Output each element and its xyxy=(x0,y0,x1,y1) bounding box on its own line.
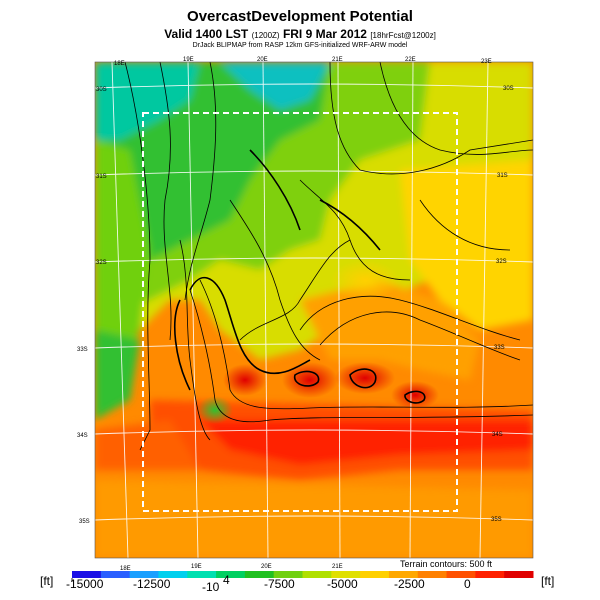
lon-label-top: 18E xyxy=(114,61,125,67)
map-frame xyxy=(94,61,534,559)
colorbar-tick-label: -2500 xyxy=(394,577,425,591)
lat-label-left: 33S xyxy=(77,347,88,353)
field-layer xyxy=(95,62,533,558)
lon-label-bottom: 19E xyxy=(191,564,202,570)
inner-domain-box xyxy=(142,112,458,512)
colorbar-swatch xyxy=(475,571,505,578)
lon-label-top: 19E xyxy=(183,57,194,63)
colorbar-swatch xyxy=(187,571,217,578)
colorbar-swatch xyxy=(129,571,159,578)
lat-label-right: 30S xyxy=(503,86,514,92)
terrain-contour-note: Terrain contours: 500 ft xyxy=(400,559,493,569)
colorbar-swatch xyxy=(388,571,419,578)
lat-label-right: 33S xyxy=(494,345,505,351)
colorbar-swatch xyxy=(417,571,448,578)
valid-code: (1200Z) xyxy=(251,31,280,40)
overcast-contours xyxy=(174,149,426,404)
colorbar-tick-label: -15000 xyxy=(66,577,104,591)
colorbar-swatch xyxy=(216,571,246,578)
colorbar-unit-left: [ft] xyxy=(40,574,54,588)
lat-label-left: 34S xyxy=(77,433,88,439)
lon-label-bottom: 18E xyxy=(120,566,131,572)
colorbar-swatch xyxy=(72,571,102,578)
lon-label-top: 22E xyxy=(405,57,416,63)
colorbar-swatch xyxy=(446,571,476,578)
colorbar-swatch xyxy=(302,571,332,578)
lat-label-left: 35S xyxy=(79,519,90,525)
colorbar-tick-label: 0 xyxy=(464,577,471,591)
valid-label: Valid 1400 LST xyxy=(164,27,249,41)
model-credit: DrJack BLIPMAP from RASP 12km GFS-initia… xyxy=(192,42,408,49)
colorbar-tick-label: -7500 xyxy=(264,577,295,591)
valid-time-line: Valid 1400 LST (1200Z) FRI 9 Mar 2012 [1… xyxy=(0,27,600,41)
lat-label-left: 30S xyxy=(96,87,107,93)
colorbar-swatch xyxy=(244,571,275,578)
colorbar-swatch xyxy=(360,571,390,578)
colorbar-exponent: 4 xyxy=(223,573,230,587)
colorbar-tick-label: -10 xyxy=(202,580,220,594)
colorbar-swatch xyxy=(100,571,131,578)
colorbar-swatch xyxy=(331,571,361,578)
lon-label-bottom: 20E xyxy=(261,564,272,570)
terrain-contours xyxy=(124,62,533,451)
lat-label-left: 31S xyxy=(96,174,107,180)
lat-label-right: 32S xyxy=(496,259,507,265)
colorbar-unit-right: [ft] xyxy=(541,574,555,588)
lat-lon-grid xyxy=(95,62,533,558)
colorbar-swatch xyxy=(504,571,534,578)
colorbar-tick-label: -12500 xyxy=(133,577,171,591)
colorbar-tick-label: -5000 xyxy=(327,577,358,591)
lat-label-right: 35S xyxy=(491,517,502,523)
forecast-tag: [18hrFcst@1200z] xyxy=(370,31,436,40)
lat-label-left: 32S xyxy=(96,260,107,266)
lon-label-top: 23E xyxy=(481,59,492,65)
lon-label-bottom: 21E xyxy=(332,564,343,570)
colorbar-swatch xyxy=(158,571,188,578)
lon-label-top: 20E xyxy=(257,57,268,63)
lat-label-right: 31S xyxy=(497,173,508,179)
lat-label-right: 34S xyxy=(492,432,503,438)
valid-date: FRI 9 Mar 2012 xyxy=(282,27,367,41)
color-scale-bar xyxy=(72,571,534,578)
map-title: OvercastDevelopment Potential xyxy=(187,8,413,25)
colorbar-swatch xyxy=(273,571,303,578)
lon-label-top: 21E xyxy=(332,57,343,63)
